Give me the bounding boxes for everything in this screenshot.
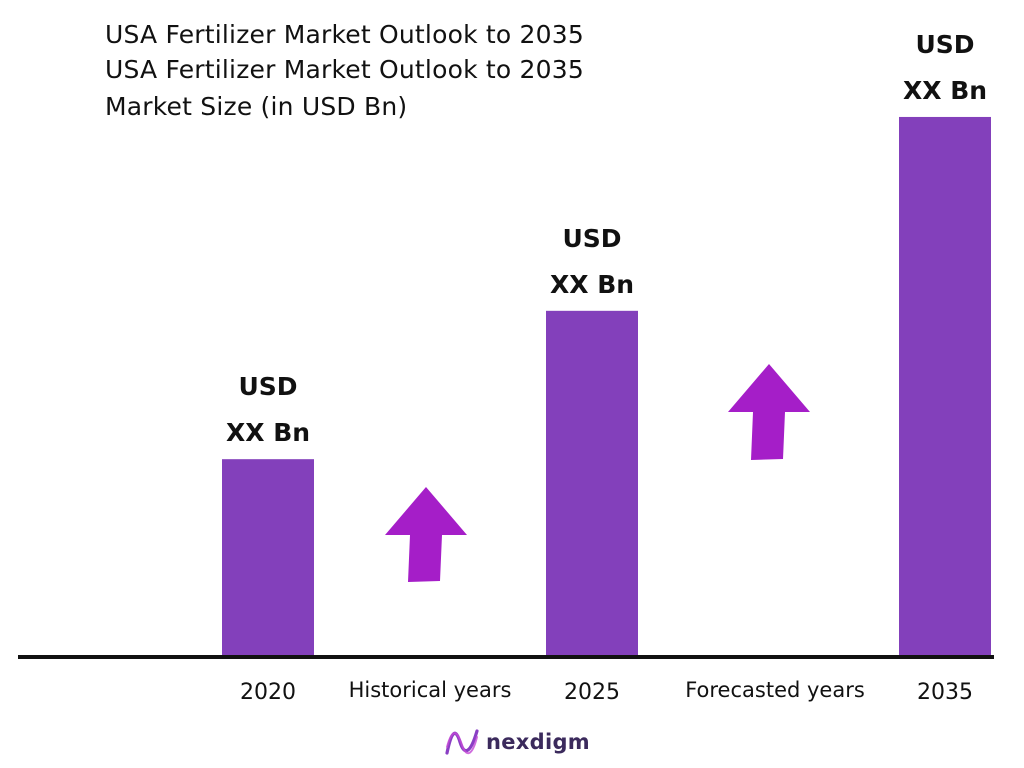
x-tick-label-2035: 2035	[917, 680, 973, 705]
bar-value-label-2025-line-1: USD	[562, 224, 621, 253]
nexdigm-logo-icon	[445, 729, 479, 755]
up-arrow-icon	[728, 364, 810, 460]
bar-value-label-2020-line-1: USD	[238, 372, 297, 401]
chart-subtitle: Market Size (in USD Bn)	[105, 92, 408, 121]
bar-value-label-2025-line-2: XX Bn	[550, 270, 634, 299]
x-tick-label-2025: 2025	[564, 680, 620, 705]
period-label-historical: Historical years	[349, 678, 512, 702]
bar-value-label-2035-line-1: USD	[915, 30, 974, 59]
bar-2035	[899, 116, 991, 657]
bar-value-label-2020-line-2: XX Bn	[226, 418, 310, 447]
bar-2020	[222, 459, 314, 657]
up-arrow-icon	[385, 487, 467, 582]
bar-value-label-2035-line-2: XX Bn	[903, 76, 987, 105]
brand-logo: nexdigm	[444, 727, 590, 757]
bar-2025	[546, 310, 638, 657]
chart-title-line-1: USA Fertilizer Market Outlook to 2035	[105, 20, 584, 49]
x-tick-label-2020: 2020	[240, 680, 296, 705]
period-label-forecasted: Forecasted years	[685, 678, 865, 702]
brand-name: nexdigm	[486, 730, 590, 754]
chart-title-line-2: USA Fertilizer Market Outlook to 2035	[105, 55, 584, 84]
